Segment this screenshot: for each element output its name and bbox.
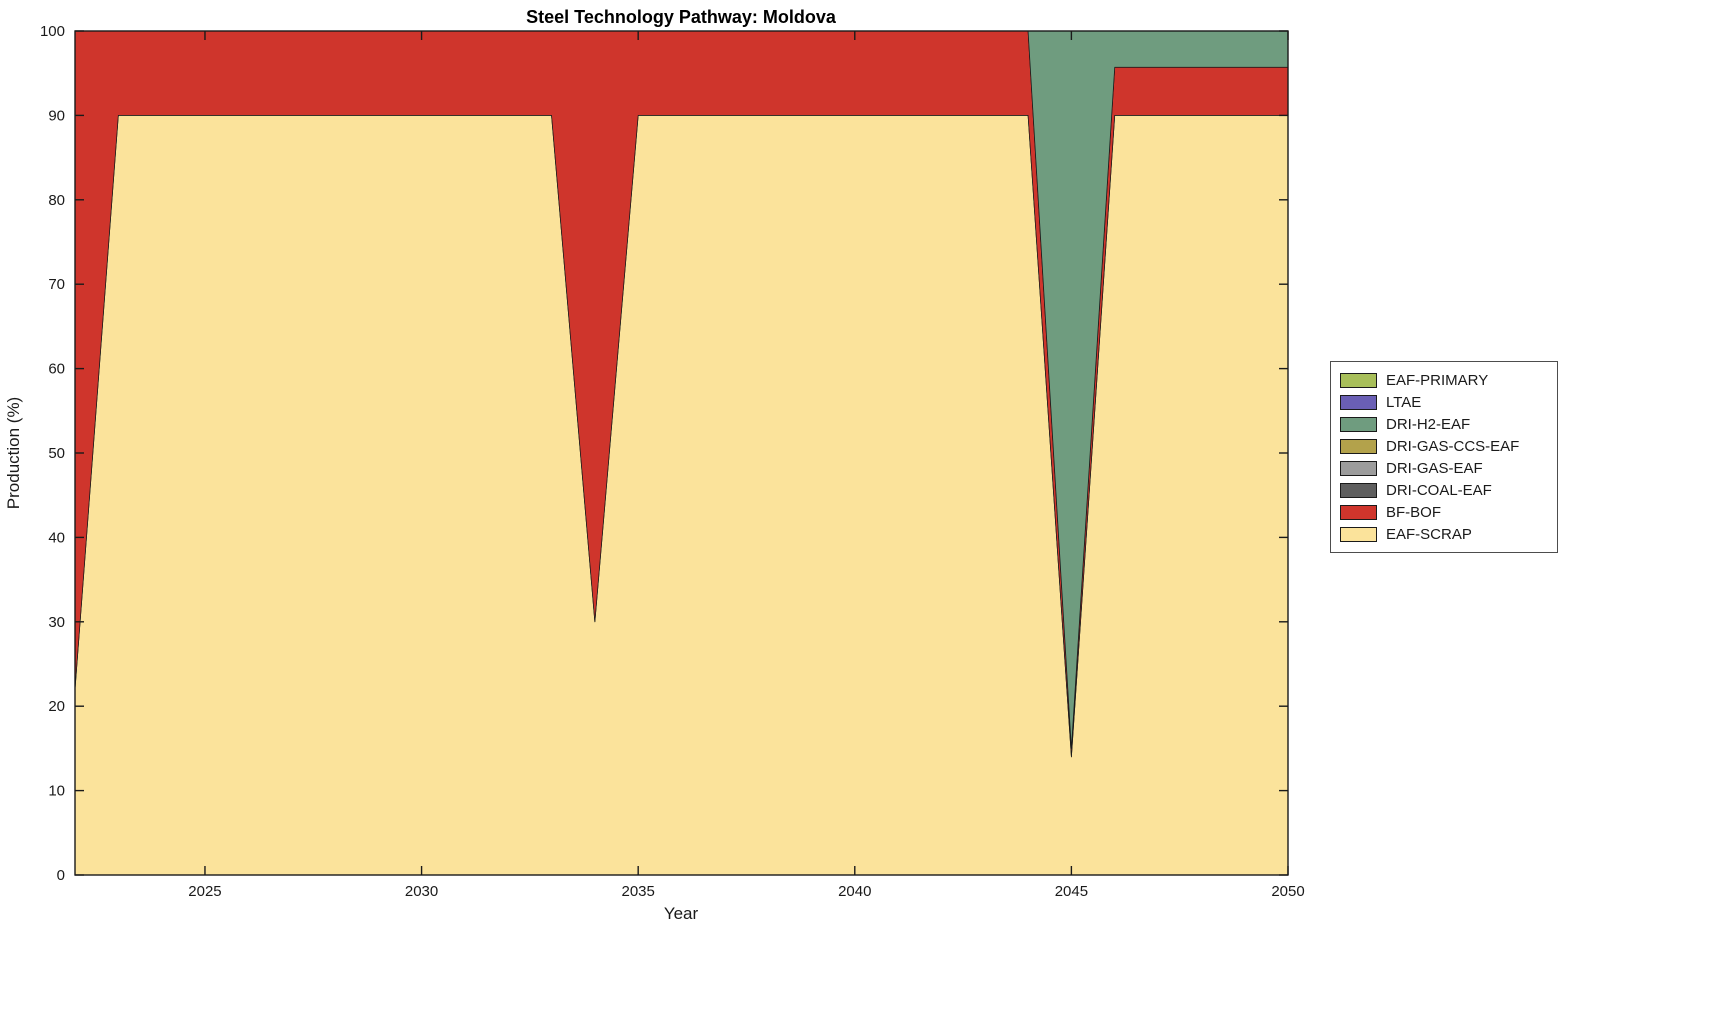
- legend-item: DRI-COAL-EAF: [1340, 479, 1548, 501]
- legend-item: DRI-GAS-EAF: [1340, 457, 1548, 479]
- y-tick-label: 100: [40, 23, 65, 40]
- x-tick-label: 2035: [621, 883, 654, 900]
- legend-swatch: [1340, 482, 1377, 498]
- y-tick-label: 40: [48, 529, 65, 546]
- legend-swatch: [1340, 394, 1377, 410]
- legend-item: BF-BOF: [1340, 501, 1548, 523]
- legend-swatch: [1340, 504, 1377, 520]
- y-tick-label: 10: [48, 783, 65, 800]
- x-tick-label: 2040: [838, 883, 871, 900]
- y-tick-label: 90: [48, 107, 65, 124]
- legend-label: BF-BOF: [1386, 503, 1441, 521]
- legend-label: DRI-GAS-EAF: [1386, 459, 1483, 477]
- legend-label: EAF-PRIMARY: [1386, 371, 1489, 389]
- legend-label: DRI-H2-EAF: [1386, 415, 1471, 433]
- legend-swatch: [1340, 460, 1377, 476]
- legend-label: DRI-COAL-EAF: [1386, 481, 1492, 499]
- x-tick-label: 2050: [1271, 883, 1304, 900]
- y-tick-label: 20: [48, 698, 65, 715]
- legend-swatch: [1340, 372, 1377, 388]
- x-tick-label: 2025: [188, 883, 221, 900]
- legend-item: DRI-GAS-CCS-EAF: [1340, 435, 1548, 457]
- y-axis-label: Production (%): [4, 397, 23, 509]
- legend-item: EAF-SCRAP: [1340, 523, 1548, 545]
- legend-item: EAF-PRIMARY: [1340, 369, 1548, 391]
- y-tick-label: 0: [57, 867, 65, 884]
- y-tick-label: 30: [48, 614, 65, 631]
- areas-layer: [74, 30, 1289, 876]
- legend-item: LTAE: [1340, 391, 1548, 413]
- legend-swatch: [1340, 526, 1377, 542]
- legend-label: LTAE: [1386, 393, 1422, 411]
- legend-item: DRI-H2-EAF: [1340, 413, 1548, 435]
- y-tick-label: 50: [48, 445, 65, 462]
- x-tick-label: 2030: [405, 883, 438, 900]
- y-tick-label: 60: [48, 361, 65, 378]
- legend-swatch: [1340, 438, 1377, 454]
- y-tick-label: 70: [48, 276, 65, 293]
- x-axis-label: Year: [664, 904, 699, 923]
- axes-layer: 2025 2030 2035 2040 2045 20500102030405060708…: [40, 23, 1305, 900]
- legend: EAF-PRIMARY LTAE DRI-H2-EAF DRI-GAS-CCS-…: [1330, 361, 1558, 553]
- chart-title: Steel Technology Pathway: Moldova: [526, 7, 837, 27]
- legend-label: EAF-SCRAP: [1386, 525, 1472, 543]
- legend-label: DRI-GAS-CCS-EAF: [1386, 437, 1520, 455]
- y-tick-label: 80: [48, 192, 65, 209]
- x-tick-label: 2045: [1055, 883, 1088, 900]
- legend-swatch: [1340, 416, 1377, 432]
